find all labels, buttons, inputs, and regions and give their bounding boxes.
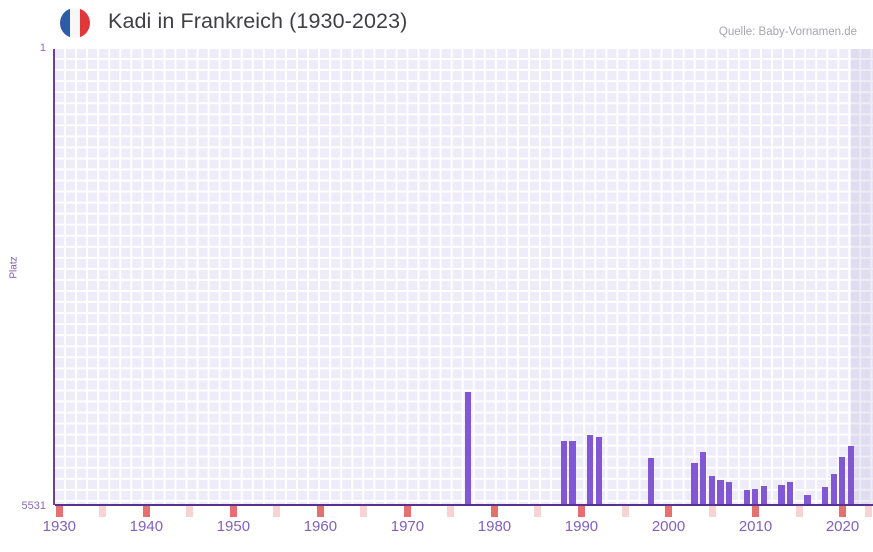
x-axis-label-1930: 1930 bbox=[42, 518, 77, 535]
bar-1998[interactable] bbox=[647, 458, 655, 505]
x-tick-major-1970 bbox=[403, 506, 411, 517]
x-axis-label-1980: 1980 bbox=[477, 518, 512, 535]
bar-2014[interactable] bbox=[787, 482, 794, 505]
x-tick-major-1940 bbox=[142, 506, 150, 517]
source-attribution: Quelle: Baby-Vornamen.de bbox=[718, 26, 857, 38]
bar-2006[interactable] bbox=[717, 479, 724, 505]
bar-2003[interactable] bbox=[691, 463, 698, 505]
x-tick-major-1980 bbox=[490, 506, 498, 517]
x-tick-major-2020 bbox=[839, 506, 847, 517]
x-tick-minor-2023 bbox=[865, 506, 873, 517]
bar-2011[interactable] bbox=[760, 485, 768, 505]
x-tick-minor-2005 bbox=[708, 506, 716, 517]
bar-2016[interactable] bbox=[804, 494, 811, 505]
bar-2020[interactable] bbox=[839, 457, 846, 505]
x-tick-minor-1935 bbox=[99, 506, 107, 517]
y-axis-tick-bottom: 5531 bbox=[21, 500, 46, 512]
chart-header: Kadi in Frankreich (1930-2023) Quelle: B… bbox=[0, 0, 873, 46]
x-axis-line bbox=[55, 504, 873, 506]
x-axis-label-1960: 1960 bbox=[303, 518, 338, 535]
x-axis-label-2000: 2000 bbox=[651, 518, 686, 535]
x-tick-major-1930 bbox=[55, 506, 63, 517]
plot-area bbox=[55, 49, 873, 505]
x-tick-minor-1975 bbox=[447, 506, 455, 517]
x-axis-labels: 1930 1940 1950 1960 1970 1980 1990 2000 2010 2020 bbox=[0, 518, 873, 542]
x-tick-major-1960 bbox=[316, 506, 324, 517]
bar-1977[interactable] bbox=[465, 391, 472, 505]
x-axis-label-1940: 1940 bbox=[129, 518, 164, 535]
bar-2005[interactable] bbox=[708, 475, 715, 505]
bar-1991[interactable] bbox=[586, 434, 594, 505]
bar-2004[interactable] bbox=[700, 451, 707, 505]
bar-2019[interactable] bbox=[830, 474, 837, 505]
x-tick-minor-2015 bbox=[795, 506, 803, 517]
x-axis-label-1970: 1970 bbox=[390, 518, 425, 535]
x-tick-minor-1955 bbox=[273, 506, 281, 517]
x-tick-major-2010 bbox=[752, 506, 760, 517]
bar-2021[interactable] bbox=[847, 445, 855, 505]
bar-series bbox=[55, 49, 873, 505]
x-axis-ticks bbox=[55, 506, 873, 518]
bar-2018[interactable] bbox=[821, 486, 829, 505]
x-tick-major-2000 bbox=[665, 506, 673, 517]
bar-1989[interactable] bbox=[569, 441, 576, 505]
x-tick-major-1950 bbox=[229, 506, 237, 517]
bar-1992[interactable] bbox=[595, 436, 602, 505]
x-tick-major-1990 bbox=[577, 506, 585, 517]
x-tick-minor-1945 bbox=[186, 506, 194, 517]
x-tick-minor-1965 bbox=[360, 506, 368, 517]
x-axis-label-1950: 1950 bbox=[216, 518, 251, 535]
y-axis-tick-top: 1 bbox=[39, 42, 46, 54]
x-tick-minor-1985 bbox=[534, 506, 542, 517]
bar-2009[interactable] bbox=[743, 490, 750, 505]
x-axis-label-2020: 2020 bbox=[825, 518, 860, 535]
y-axis-title: Platz bbox=[8, 256, 20, 279]
bar-2007[interactable] bbox=[726, 482, 733, 505]
x-axis-label-1990: 1990 bbox=[564, 518, 599, 535]
x-axis-label-2010: 2010 bbox=[738, 518, 773, 535]
bar-2013[interactable] bbox=[778, 484, 785, 505]
page-title: Kadi in Frankreich (1930-2023) bbox=[108, 9, 408, 33]
bar-1988[interactable] bbox=[560, 441, 568, 505]
x-tick-minor-1995 bbox=[621, 506, 629, 517]
chart-gridlines bbox=[55, 49, 873, 505]
y-axis-line bbox=[53, 49, 55, 505]
france-flag-icon bbox=[60, 8, 90, 38]
bar-2010[interactable] bbox=[752, 488, 759, 505]
